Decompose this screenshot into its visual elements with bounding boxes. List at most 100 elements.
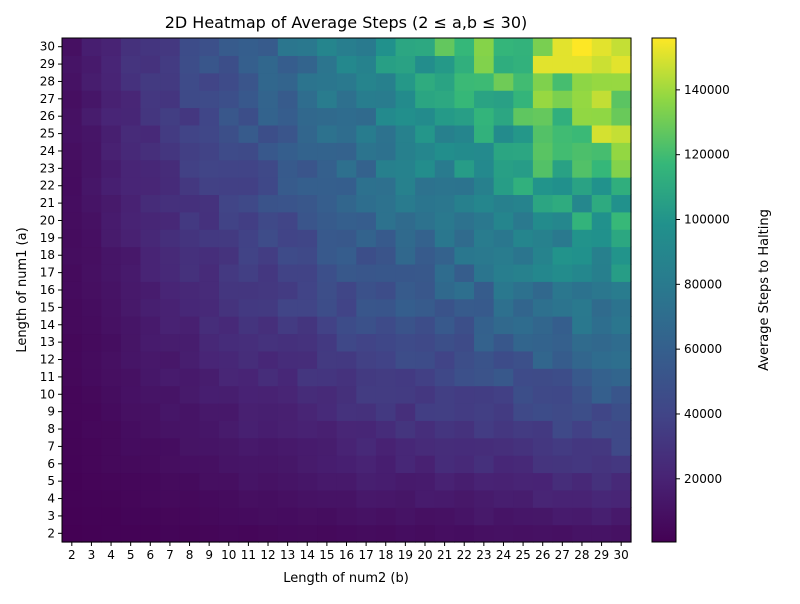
heatmap-cell-a23-b13 (277, 159, 299, 178)
x-tick-label: 10 (221, 548, 236, 562)
heatmap-cell-a4-b28 (572, 489, 593, 508)
y-tick-label: 26 (40, 109, 55, 123)
heatmap-cell-a24-b12 (258, 142, 279, 161)
heatmap-cell-a4-b25 (513, 489, 534, 508)
heatmap-cell-a5-b25 (513, 472, 534, 491)
heatmap-cell-a13-b9 (199, 333, 220, 352)
heatmap-cell-a10-b23 (474, 385, 495, 404)
heatmap-cell-a6-b25 (513, 455, 534, 474)
heatmap-cell-a4-b23 (474, 489, 495, 508)
x-tick-label: 26 (535, 548, 550, 562)
heatmap-cell-a17-b7 (160, 263, 181, 282)
heatmap-cell-a26-b15 (317, 107, 338, 126)
heatmap-cell-a30-b14 (297, 38, 318, 56)
y-tick-label: 14 (40, 318, 55, 332)
heatmap-cell-a15-b29 (591, 298, 612, 317)
heatmap-cell-a5-b12 (258, 472, 279, 491)
heatmap-cell-a20-b5 (120, 211, 142, 230)
heatmap-cell-a23-b21 (434, 159, 456, 178)
heatmap-cell-a4-b13 (277, 489, 299, 508)
x-tick-label: 11 (241, 548, 256, 562)
heatmap-cell-a3-b10 (218, 507, 240, 526)
y-tick-label: 5 (47, 474, 55, 488)
heatmap-cell-a30-b20 (415, 38, 436, 56)
heatmap-cell-a30-b6 (140, 38, 161, 56)
heatmap-cell-a23-b5 (120, 159, 142, 178)
heatmap-cell-a26-b20 (415, 107, 436, 126)
heatmap-cell-a28-b28 (572, 72, 593, 91)
heatmap-cell-a5-b7 (160, 472, 181, 491)
heatmap-cell-a10-b7 (160, 385, 181, 404)
heatmap-cell-a5-b17 (356, 472, 377, 491)
heatmap-cell-a15-b9 (199, 298, 220, 317)
heatmap-cell-a8-b30 (611, 420, 632, 439)
heatmap-cell-a15-b18 (375, 298, 397, 317)
heatmap-cell-a19-b21 (434, 229, 456, 248)
y-tick-label: 20 (40, 213, 55, 227)
heatmap-cell-a23-b30 (611, 159, 632, 178)
heatmap-cell-a28-b20 (415, 72, 436, 91)
heatmap-cell-a21-b17 (356, 194, 377, 213)
heatmap-cell-a4-b11 (238, 489, 259, 508)
heatmap-cell-a4-b9 (199, 489, 220, 508)
heatmap-cell-a10-b30 (611, 385, 632, 404)
heatmap-cell-a11-b16 (336, 368, 357, 387)
heatmap-cell-a3-b12 (258, 507, 279, 526)
heatmap-cell-a29-b30 (611, 55, 632, 74)
colorbar (651, 37, 677, 543)
heatmap-cell-a7-b5 (120, 437, 142, 456)
heatmap-cell-a21-b11 (238, 194, 259, 213)
heatmap-cell-a26-b30 (611, 107, 632, 126)
heatmap-cell-a28-b13 (277, 72, 299, 91)
heatmap-cell-a11-b22 (454, 368, 475, 387)
x-tick-label: 19 (398, 548, 413, 562)
heatmap-cell-a13-b29 (591, 333, 612, 352)
heatmap-cell-a11-b28 (572, 368, 593, 387)
heatmap-cell-a16-b21 (434, 281, 456, 300)
heatmap-cell-a30-b4 (101, 38, 122, 56)
heatmap-cell-a29-b3 (81, 55, 102, 74)
heatmap-cell-a14-b17 (356, 316, 377, 335)
heatmap-cell-a18-b18 (375, 246, 397, 265)
x-tick-label: 12 (260, 548, 275, 562)
heatmap-cell-a23-b22 (454, 159, 475, 178)
heatmap-cell-a10-b24 (493, 385, 514, 404)
heatmap-cell-a5-b23 (474, 472, 495, 491)
heatmap-cell-a16-b30 (611, 281, 632, 300)
heatmap-cell-a2-b20 (415, 524, 436, 543)
heatmap-cell-a5-b18 (375, 472, 397, 491)
heatmap-cell-a29-b20 (415, 55, 436, 74)
heatmap-cell-a24-b11 (238, 142, 259, 161)
heatmap-cell-a24-b18 (375, 142, 397, 161)
heatmap-cell-a27-b4 (101, 90, 122, 109)
heatmap-cell-a29-b23 (474, 55, 495, 74)
heatmap-cell-a14-b28 (572, 316, 593, 335)
heatmap-cell-a9-b5 (120, 402, 142, 421)
colorbar-label: Average Steps to Halting (757, 209, 772, 371)
heatmap-cell-a7-b20 (415, 437, 436, 456)
heatmap-cell-a26-b9 (199, 107, 220, 126)
heatmap-cell-a8-b11 (238, 420, 259, 439)
heatmap-cell-a17-b9 (199, 263, 220, 282)
x-tick-label: 14 (300, 548, 315, 562)
heatmap-cell-a20-b7 (160, 211, 181, 230)
heatmap-cell-a19-b26 (532, 229, 554, 248)
x-axis-label: Length of num2 (b) (283, 571, 409, 586)
heatmap-cell-a9-b8 (179, 402, 200, 421)
heatmap-cell-a25-b28 (572, 124, 593, 143)
heatmap-cell-a12-b6 (140, 350, 161, 369)
heatmap-cell-a11-b25 (513, 368, 534, 387)
heatmap-cell-a25-b3 (81, 124, 102, 143)
heatmap-cell-a22-b6 (140, 177, 161, 196)
heatmap-cell-a9-b28 (572, 402, 593, 421)
heatmap-cell-a5-b2 (62, 472, 83, 491)
heatmap-cell-a27-b25 (513, 90, 534, 109)
heatmap-cell-a12-b22 (454, 350, 475, 369)
heatmap-cell-a27-b30 (611, 90, 632, 109)
heatmap-cell-a13-b13 (277, 333, 299, 352)
heatmap-cell-a4-b20 (415, 489, 436, 508)
heatmap-cell-a28-b12 (258, 72, 279, 91)
heatmap-cell-a10-b9 (199, 385, 220, 404)
heatmap-cell-a20-b15 (317, 211, 338, 230)
heatmap-cell-a12-b3 (81, 350, 102, 369)
